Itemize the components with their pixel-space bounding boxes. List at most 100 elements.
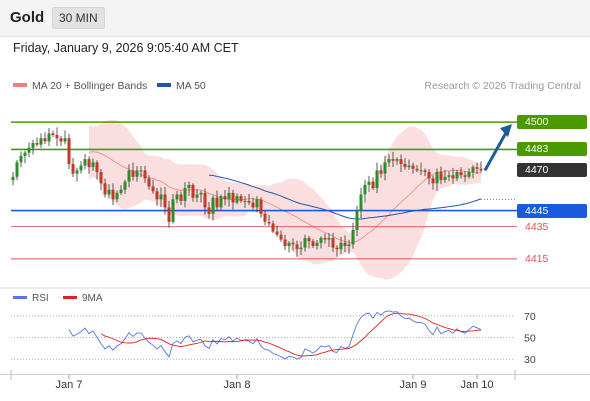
- candle-body: [99, 172, 103, 184]
- rsi-tick-30: 30: [524, 354, 536, 366]
- candle-body: [71, 163, 75, 174]
- candle-body: [471, 167, 475, 172]
- candle-body: [11, 176, 15, 181]
- candle-body: [75, 170, 79, 174]
- candle-body: [475, 167, 479, 169]
- candle-body: [327, 237, 331, 240]
- candle-body: [295, 244, 299, 250]
- candle-body: [23, 152, 27, 156]
- candle-body: [135, 170, 139, 177]
- candle-body: [147, 178, 151, 187]
- candle-body: [403, 163, 407, 168]
- candle-body: [455, 172, 459, 179]
- candle-body: [299, 247, 303, 250]
- candle-body: [411, 165, 415, 169]
- candle-body: [303, 237, 307, 248]
- candle-body: [219, 196, 223, 208]
- candle-body: [79, 165, 83, 171]
- level-label-4435: 4435: [525, 220, 549, 233]
- candle-body: [259, 199, 263, 214]
- candle-body: [127, 170, 131, 182]
- candle-body: [427, 172, 431, 179]
- legend-rsi: RSI: [13, 293, 49, 304]
- candle-body: [203, 192, 207, 208]
- candle-body: [443, 176, 447, 181]
- candle-body: [103, 183, 107, 195]
- date-label: Jan 9: [399, 379, 427, 391]
- candle-body: [339, 242, 343, 250]
- candle-body: [271, 223, 275, 232]
- candle-body: [119, 189, 123, 193]
- top-bar: Gold 30 MIN: [0, 0, 590, 37]
- rsi-ma-label: 9MA: [82, 293, 103, 304]
- legend-bollinger: MA 20 + Bollinger Bands: [13, 80, 147, 92]
- candle-body: [323, 237, 327, 240]
- rsi-ma-line: [100, 312, 482, 357]
- candle-body: [279, 234, 283, 240]
- candle-body: [131, 170, 135, 177]
- candles: [11, 127, 483, 257]
- candle-body: [115, 192, 119, 200]
- candle-body: [247, 200, 251, 203]
- candle-body: [435, 172, 439, 184]
- candle-body: [171, 199, 175, 222]
- candle-body: [367, 181, 371, 185]
- target-arrow-head: [500, 124, 512, 138]
- candle-body: [383, 162, 387, 174]
- rsi-label: RSI: [32, 293, 49, 304]
- rsi-line: [68, 310, 482, 360]
- ma20-line: [88, 151, 482, 243]
- candle-body: [51, 133, 55, 135]
- rsi-tick-50: 50: [524, 333, 536, 345]
- candle-body: [419, 170, 423, 172]
- candle-body: [335, 247, 339, 250]
- date-label: Jan 10: [460, 379, 494, 391]
- candle-body: [331, 237, 335, 248]
- candle-body: [215, 197, 219, 208]
- candle-body: [415, 168, 419, 171]
- date-label: Jan 7: [55, 379, 83, 391]
- candle-body: [447, 175, 451, 177]
- candle-body: [223, 196, 227, 200]
- candle-body: [459, 172, 463, 176]
- candle-body: [19, 155, 23, 163]
- candle-body: [423, 170, 427, 172]
- candle-body: [111, 189, 115, 200]
- candle-body: [55, 135, 59, 139]
- bollinger-swatch: [13, 83, 27, 88]
- candle-body: [267, 221, 271, 224]
- candle-body: [191, 184, 195, 198]
- rsi-tick-70: 70: [524, 311, 536, 323]
- candle-body: [283, 239, 287, 246]
- ma50-line: [208, 174, 482, 220]
- target-arrow-shaft: [483, 128, 510, 172]
- candle-body: [343, 242, 347, 246]
- candle-body: [179, 194, 183, 201]
- candle-body: [187, 184, 191, 189]
- timeframe-button[interactable]: 30 MIN: [52, 7, 105, 29]
- candle-body: [251, 202, 255, 208]
- candle-body: [387, 159, 391, 163]
- candle-body: [451, 175, 455, 179]
- candle-body: [195, 194, 199, 198]
- bollinger-label: MA 20 + Bollinger Bands: [32, 80, 148, 92]
- bollinger-band: [89, 119, 481, 280]
- candle-body: [83, 159, 87, 166]
- candle-body: [227, 192, 231, 200]
- rsi-ma-swatch: [63, 295, 77, 299]
- candle-body: [151, 186, 155, 192]
- candle-body: [391, 159, 395, 161]
- candle-body: [95, 162, 99, 172]
- candle-body: [43, 138, 47, 142]
- attribution: Research © 2026 Trading Central: [424, 80, 581, 92]
- candle-body: [183, 188, 187, 201]
- candle-body: [67, 138, 71, 164]
- candle-body: [347, 244, 351, 246]
- level-label-4415: 4415: [525, 252, 549, 265]
- candle-body: [255, 199, 259, 208]
- candle-body: [35, 143, 39, 145]
- rsi-swatch: [13, 295, 27, 299]
- candle-body: [311, 241, 315, 246]
- legend-ma50: MA 50: [157, 80, 206, 92]
